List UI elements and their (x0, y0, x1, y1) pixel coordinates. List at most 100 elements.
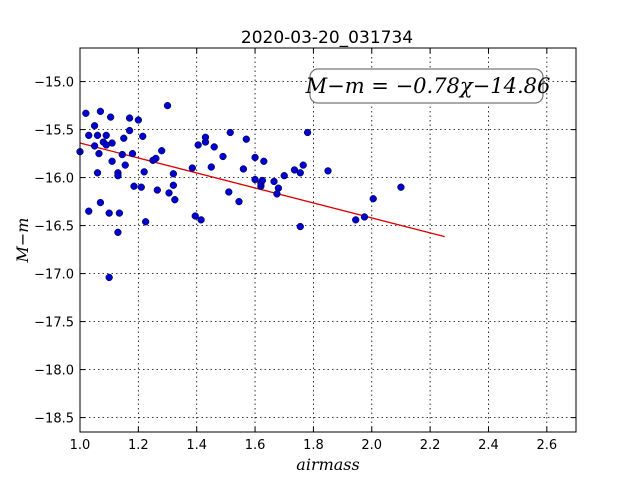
data-point (82, 109, 90, 117)
data-point (128, 149, 137, 158)
data-point (360, 213, 369, 221)
chart-title: 2020-03-20_031734 (241, 28, 413, 48)
data-point (290, 166, 299, 174)
fit-line (79, 142, 445, 238)
x-tick-label: 2.4 (478, 438, 499, 453)
data-point (258, 176, 267, 185)
fit-equation: M−m = −0.78χ−14.86 (305, 74, 551, 98)
data-point (169, 181, 178, 189)
x-tick-label: 2.6 (536, 438, 557, 453)
plot-frame-border (79, 47, 577, 433)
data-point (96, 198, 105, 207)
data-point (115, 209, 124, 217)
data-point (239, 165, 248, 173)
y-tick-label: −18.5 (34, 412, 74, 427)
data-point (171, 196, 179, 204)
data-point (197, 216, 205, 224)
data-point (299, 161, 307, 169)
data-point (274, 184, 283, 192)
data-point (134, 116, 143, 124)
y-tick-label: −15.5 (34, 124, 74, 139)
data-point (125, 114, 134, 122)
data-point (106, 113, 115, 121)
x-tick-label: 2.0 (361, 438, 382, 453)
data-point (105, 273, 113, 282)
data-point (397, 183, 405, 191)
data-point (90, 142, 99, 150)
data-point (85, 131, 93, 140)
data-point (201, 133, 210, 141)
data-point (369, 195, 377, 203)
data-point (121, 161, 129, 169)
y-tick-label: −17.0 (34, 268, 74, 283)
data-point (165, 189, 173, 197)
x-axis-label: airmass (296, 455, 359, 474)
data-point (251, 153, 259, 162)
data-points (76, 101, 405, 282)
y-tick-labels: −15.0 −15.5 −16.0 −16.5 −17.0 −17.5 −18.0 −18.5 (34, 76, 74, 427)
data-point (242, 135, 250, 143)
y-tick-label: −16.0 (34, 172, 74, 187)
data-point (280, 172, 288, 180)
data-point (130, 182, 138, 190)
data-point (158, 147, 166, 155)
data-point (108, 139, 116, 147)
x-tick-label: 1.2 (128, 438, 149, 453)
data-point (118, 150, 126, 159)
y-tick-label: −18.0 (34, 364, 74, 379)
data-point (93, 169, 102, 177)
annotation-box-frame (309, 68, 544, 104)
x-tick-label: 1.4 (186, 438, 207, 453)
data-point (194, 141, 202, 149)
data-point (105, 209, 113, 217)
data-point (140, 168, 148, 176)
data-point (210, 143, 218, 151)
data-point (96, 107, 105, 116)
data-point (169, 170, 178, 178)
data-point (303, 128, 312, 137)
data-point (235, 197, 243, 206)
data-point (120, 134, 128, 142)
data-point (163, 101, 172, 110)
y-tick-label: −16.5 (34, 220, 74, 235)
data-point (225, 188, 233, 196)
data-point (125, 126, 134, 135)
y-axis-label: M−m (13, 218, 32, 264)
data-point (85, 207, 93, 215)
annotation-box: M−m = −0.78χ−14.86 (305, 68, 551, 104)
y-tick-label: −17.5 (34, 316, 74, 331)
data-point (93, 131, 102, 140)
data-point (352, 216, 360, 224)
data-point (207, 163, 215, 171)
data-point (188, 164, 196, 172)
x-tick-label: 1.6 (245, 438, 266, 453)
plot-area (80, 48, 576, 432)
data-point (114, 228, 122, 236)
data-point (226, 128, 234, 137)
data-point (108, 157, 116, 165)
data-point (296, 222, 304, 231)
data-point (102, 131, 110, 140)
data-point (95, 149, 103, 158)
data-point (137, 183, 145, 191)
data-point (114, 172, 122, 180)
x-tick-label: 2.2 (420, 438, 441, 453)
data-point (270, 177, 278, 186)
data-point (153, 186, 161, 194)
data-point (296, 169, 304, 177)
data-point (90, 122, 99, 130)
data-point (191, 212, 199, 220)
fit-line-group (79, 142, 445, 238)
data-point (152, 154, 160, 163)
y-tick-label: −15.0 (34, 76, 74, 91)
data-point (324, 167, 332, 175)
x-tick-label: 1.0 (70, 438, 91, 453)
data-point (141, 218, 150, 226)
x-tick-label: 1.8 (303, 438, 324, 453)
x-tick-labels: 1.0 1.2 1.4 1.6 1.8 2.0 2.2 2.4 2.6 (70, 438, 558, 453)
data-point (219, 152, 227, 161)
data-point (251, 175, 259, 184)
data-point (260, 157, 268, 165)
data-point (139, 132, 147, 140)
